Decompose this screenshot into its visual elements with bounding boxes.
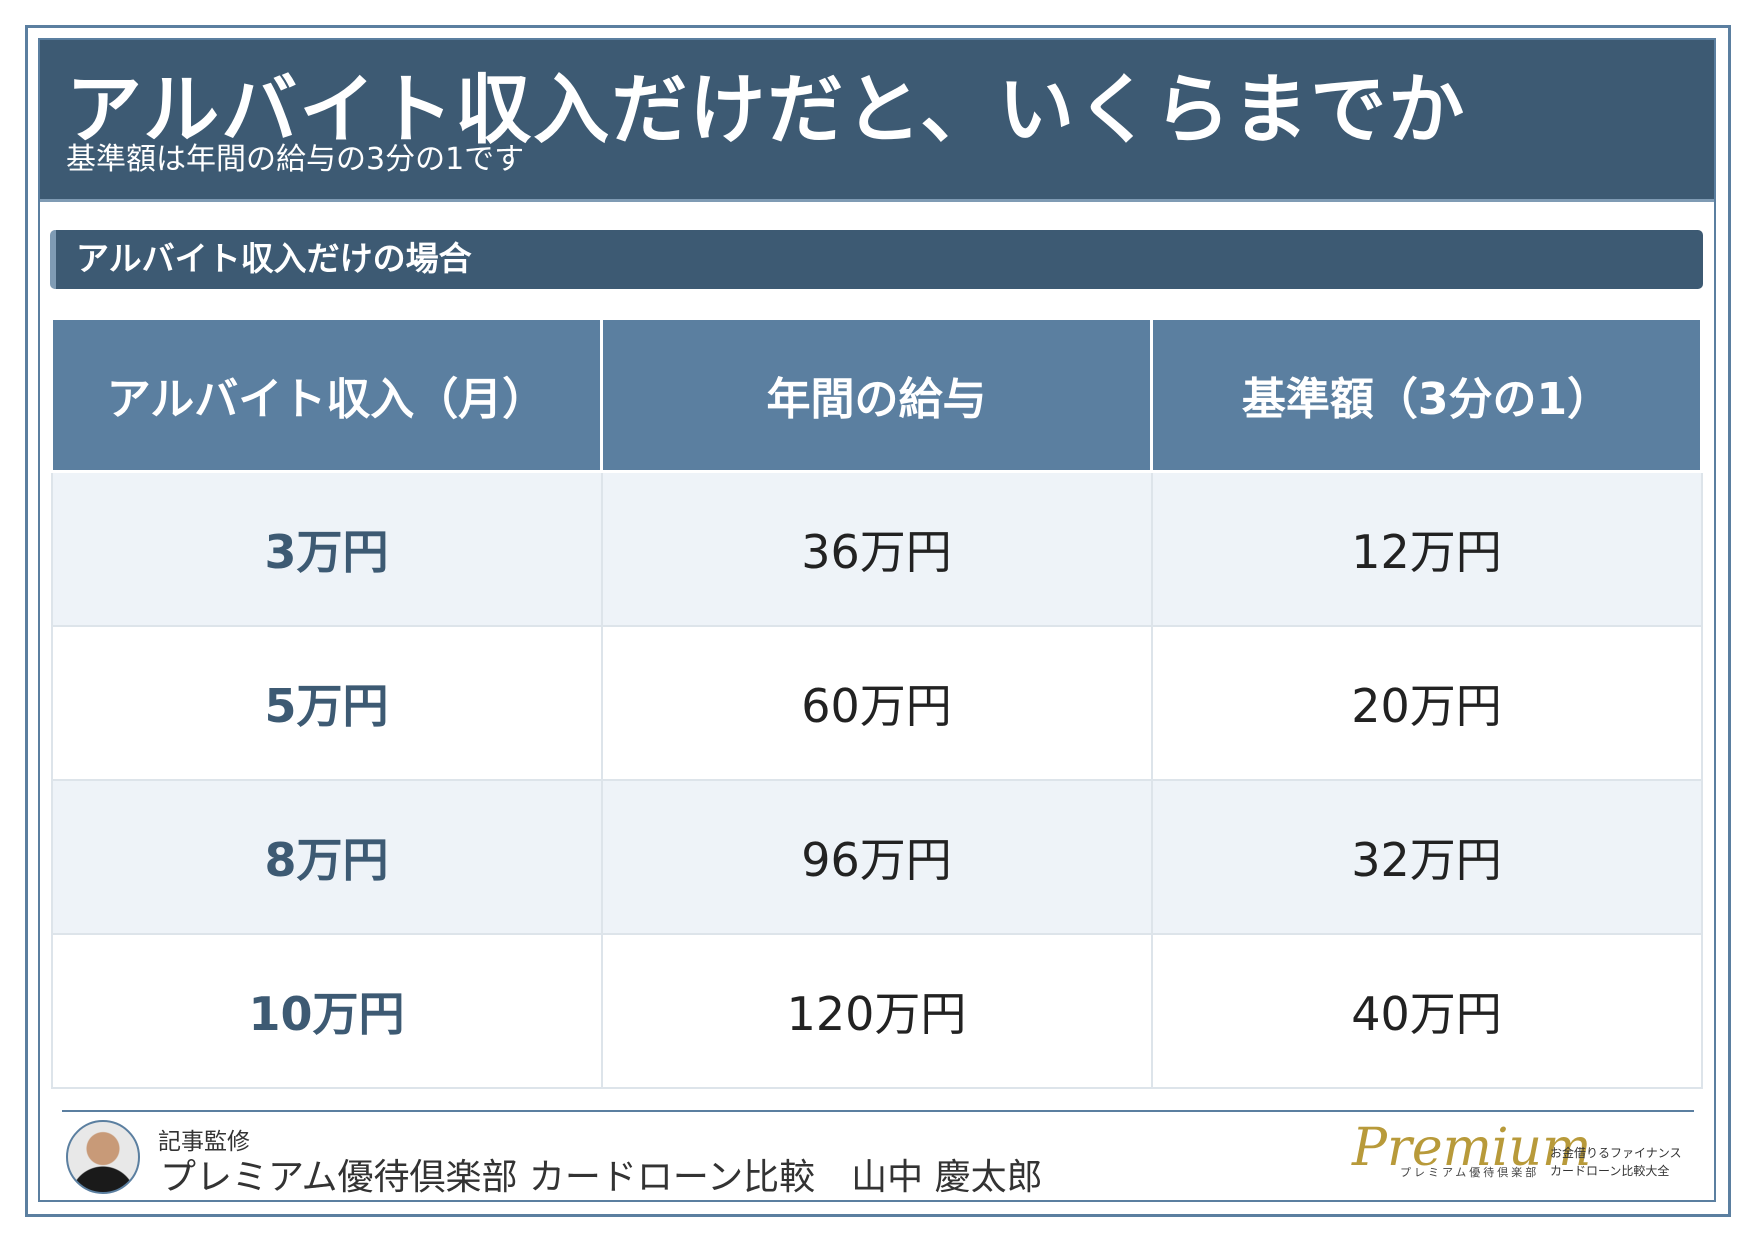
table-row: 3万円 36万円 12万円 [50, 470, 1703, 627]
logo-line: お金借りるファイナンス [1550, 1146, 1682, 1160]
table-cell: 12万円 [1150, 470, 1703, 627]
footer-name: プレミアム優待倶楽部 カードローン比較 山中 慶太郎 [160, 1157, 1043, 1198]
table-cell: 36万円 [600, 470, 1153, 627]
subtitle: 基準額は年間の給与の3分の1です [66, 142, 525, 177]
table-row: 8万円 96万円 32万円 [50, 779, 1703, 935]
header-band [40, 40, 1714, 202]
footer-rule [62, 1110, 1694, 1112]
logo: Premium [1352, 1118, 1592, 1178]
logo-line: カードローン比較大全 [1550, 1164, 1670, 1178]
table-cell: 96万円 [600, 779, 1153, 935]
table-cell: 60万円 [600, 625, 1153, 781]
column-header: アルバイト収入（月） [50, 320, 603, 473]
table-cell: 20万円 [1150, 625, 1703, 781]
table: アルバイト収入（月） 年間の給与 基準額（3分の1） 3万円 36万円 12万円 5万円 60… [50, 320, 1703, 1089]
section-bar [50, 230, 1703, 289]
table-cell: 120万円 [600, 933, 1153, 1089]
table-row: 5万円 60万円 20万円 [50, 625, 1703, 781]
table-cell: 3万円 [50, 470, 603, 627]
table-cell: 10万円 [50, 933, 603, 1089]
table-cell: 8万円 [50, 779, 603, 935]
table-cell: 40万円 [1150, 933, 1703, 1089]
footer-label: 記事監修 [158, 1129, 250, 1155]
header-row: アルバイト収入（月） 年間の給与 基準額（3分の1） [50, 320, 1703, 473]
avatar [66, 1120, 140, 1194]
outer-frame [25, 25, 1731, 1217]
table-cell: 5万円 [50, 625, 603, 781]
table-row: 10万円 120万円 40万円 [50, 933, 1703, 1089]
title: アルバイト収入だけだと、いくらまでか [66, 65, 1467, 154]
column-header: 年間の給与 [600, 320, 1153, 473]
column-header: 基準額（3分の1） [1150, 320, 1703, 473]
section-title: アルバイト収入だけの場合 [76, 239, 472, 278]
inner-frame [38, 38, 1716, 1202]
table-cell: 32万円 [1150, 779, 1703, 935]
table-body: 3万円 36万円 12万円 5万円 60万円 20万円 8万円 96万円 32万円 10万円 120… [50, 470, 1703, 1089]
logo-sub: プレミアム優待倶楽部 [1400, 1166, 1540, 1179]
